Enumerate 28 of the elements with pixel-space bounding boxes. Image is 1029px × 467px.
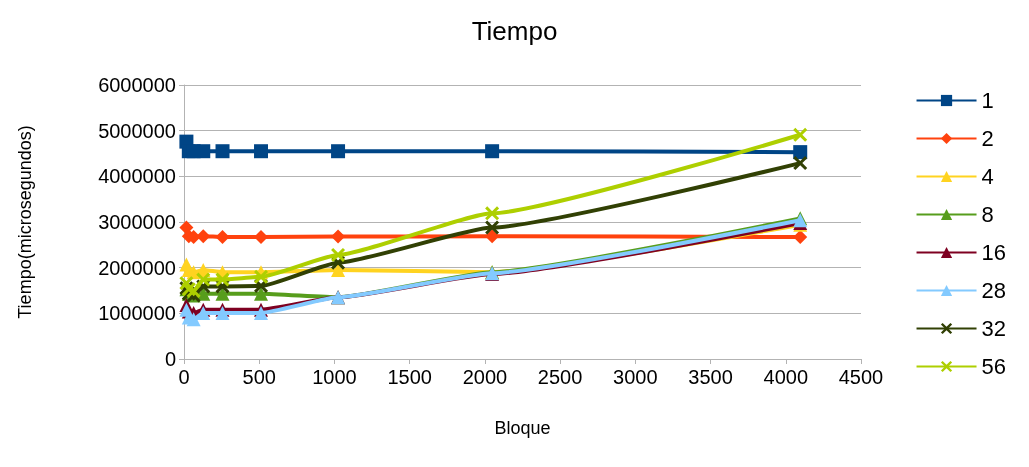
legend-label: 4 <box>981 164 994 189</box>
legend-label: 56 <box>981 354 1007 379</box>
x-tick-label: 2000 <box>462 366 508 388</box>
legend-label: 1 <box>981 88 994 113</box>
x-tick-label: 500 <box>242 366 276 388</box>
x-tick-label: 1000 <box>312 366 357 388</box>
y-tick-label: 5000000 <box>98 119 176 142</box>
x-tick-label: 0 <box>178 366 190 388</box>
legend-label: 16 <box>981 240 1007 265</box>
y-tick-label: 0 <box>164 348 176 370</box>
x-tick-label: 4000 <box>763 366 809 388</box>
x-tick-label: 1500 <box>387 366 432 388</box>
y-axis-title: Tiempo(microsegundos) <box>15 125 35 319</box>
y-tick-label: 4000000 <box>98 165 176 188</box>
x-tick-label: 3500 <box>688 366 733 388</box>
x-tick-label: 3000 <box>613 366 658 388</box>
chart-title: Tiempo <box>471 16 558 46</box>
x-tick-label: 4500 <box>838 366 884 388</box>
x-axis-title: Bloque <box>494 418 551 438</box>
y-tick-label: 3000000 <box>98 211 176 233</box>
x-tick-label: 2500 <box>537 366 583 388</box>
legend-label: 28 <box>981 278 1007 303</box>
y-tick-label: 2000000 <box>98 256 176 279</box>
y-tick-label: 6000000 <box>98 74 176 96</box>
legend-label: 8 <box>981 202 994 227</box>
legend-label: 32 <box>981 316 1007 341</box>
y-tick-label: 1000000 <box>98 302 176 325</box>
legend-label: 2 <box>981 126 994 151</box>
